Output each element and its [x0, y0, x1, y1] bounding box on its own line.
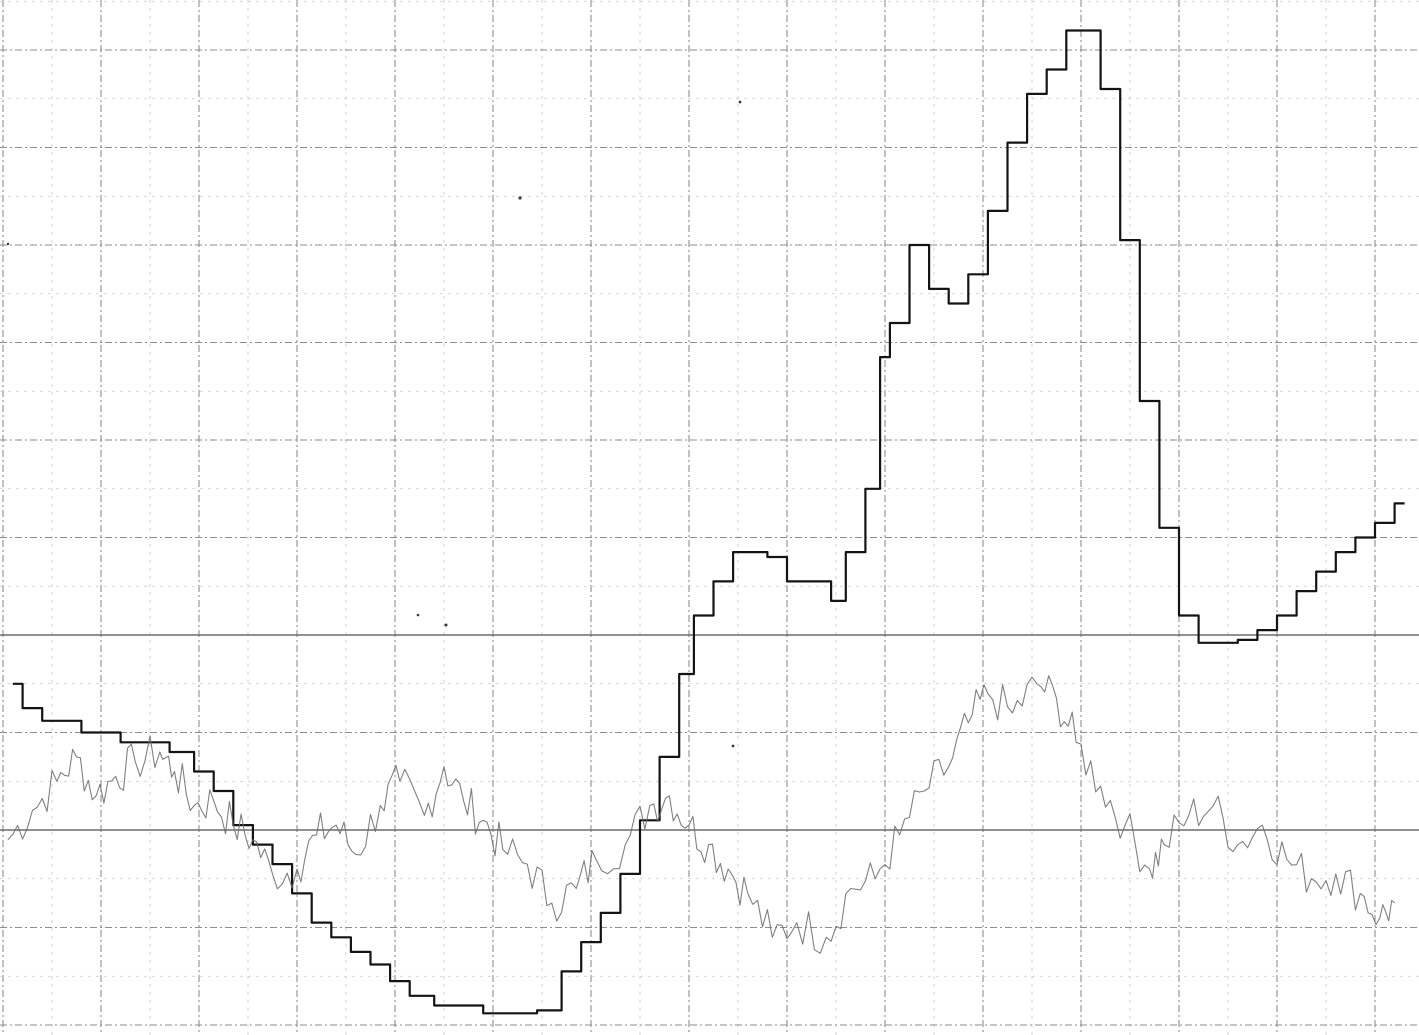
paper-speck	[731, 744, 735, 748]
paper-speck	[416, 613, 420, 617]
paper-speck	[6, 242, 10, 246]
paper-specks	[6, 100, 742, 748]
paper-speck	[738, 100, 742, 104]
series-line-noisy	[7, 675, 1395, 954]
paper-speck	[518, 196, 522, 200]
series-line-stepped	[12, 29, 1405, 1015]
plot-area	[7, 29, 1405, 1015]
paper-speck	[444, 623, 448, 627]
